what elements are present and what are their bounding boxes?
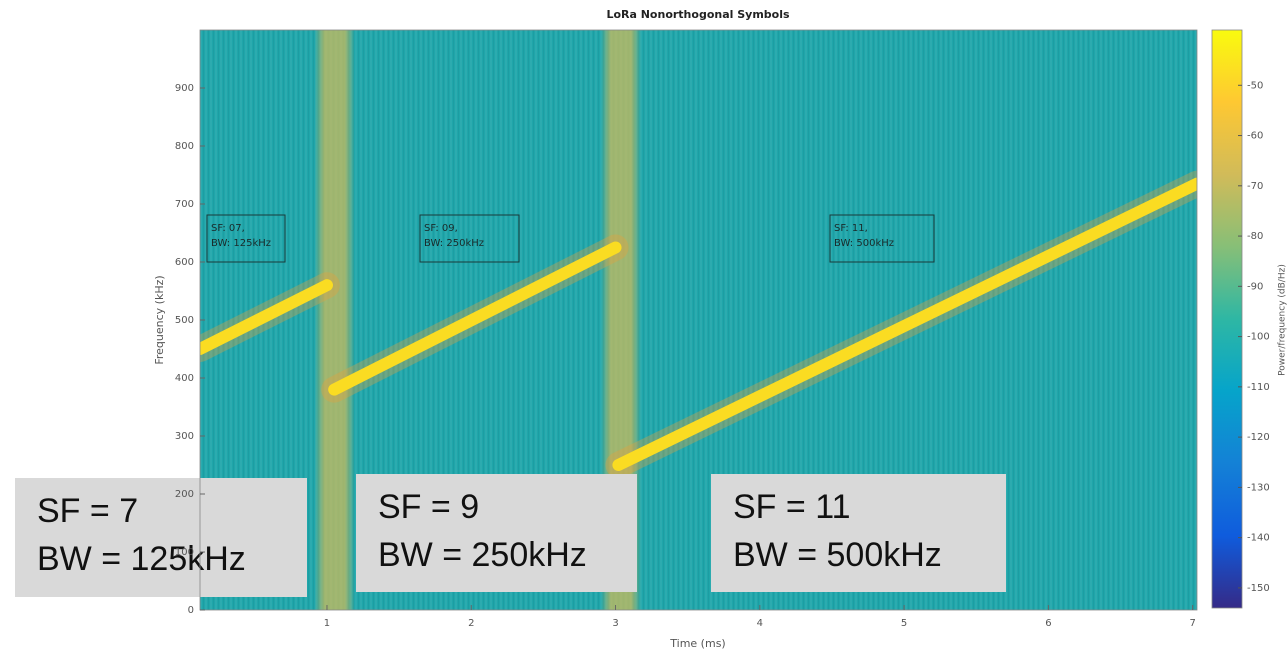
y-axis-label: Frequency (kHz) [153,275,166,364]
annotation-text: BW: 125kHz [211,238,271,249]
y-tick-label: 600 [175,257,194,268]
plot-area [200,30,1197,610]
colorbar-tick-label: -110 [1247,382,1270,393]
callout-box [356,474,637,592]
overlay: SF: 07, BW: 125kHz SF: 09, BW: 250kHz SF: 11… [15,214,1006,597]
y-tick-label: 700 [175,199,194,210]
callout-text: BW = 125kHz [37,540,246,578]
annotation-text: BW: 250kHz [424,238,484,249]
y-tick-label: 800 [175,141,194,152]
x-tick-label: 3 [612,618,618,629]
callout-box [15,478,307,597]
y-tick-label: 400 [175,373,194,384]
annotation-text: SF: 09, [424,223,458,234]
y-tick-label: 500 [175,315,194,326]
colorbar-tick-label: -150 [1247,583,1270,594]
transient-band [314,30,355,610]
colorbar-tick-label: -90 [1247,281,1263,292]
chirp [612,177,1197,471]
colorbar [1211,29,1243,609]
x-tick-label: 7 [1189,618,1195,629]
annotation-text: SF: 11, [834,223,868,234]
annotation-text: SF: 07, [211,223,245,234]
x-tick-label: 6 [1045,618,1051,629]
annotation-box [206,214,286,263]
chirp [200,279,333,355]
y-tick-label: 200 [175,489,194,500]
annotation-box [829,214,935,263]
colorbar-label: Power/frequency (dB/Hz) [1278,264,1288,376]
colorbar-tick-label: -130 [1247,482,1270,493]
colorbar-tick-label: -100 [1247,332,1270,343]
x-tick-label: 1 [324,618,330,629]
callout-text: SF = 9 [378,488,479,526]
colorbar-tick-label: -80 [1247,231,1263,242]
callout-text: SF = 7 [37,492,138,530]
annotation-box [419,214,520,263]
annotation-text: BW: 500kHz [834,238,894,249]
y-tick-label: 900 [175,83,194,94]
colorbar-tick-label: -70 [1247,181,1263,192]
colorbar-tick-label: -140 [1247,533,1270,544]
y-tick-label: 300 [175,431,194,442]
y-tick-label: 0 [188,605,194,616]
y-tick-label: 100 [175,547,194,558]
x-tick-label: 4 [757,618,763,629]
colorbar-tick-label: -120 [1247,432,1270,443]
chirp [328,241,622,396]
callout-box [711,474,1006,592]
callout-text: BW = 250kHz [378,536,587,574]
callout-text: BW = 500kHz [733,536,942,574]
callout-text: SF = 11 [733,488,851,526]
x-tick-label: 5 [901,618,907,629]
x-tick-label: 2 [468,618,474,629]
x-axis-label: Time (ms) [669,637,725,650]
chart-title: LoRa Nonorthogonal Symbols [606,8,790,21]
colorbar-tick-label: -50 [1247,80,1263,91]
colorbar-tick-label: -60 [1247,131,1263,142]
